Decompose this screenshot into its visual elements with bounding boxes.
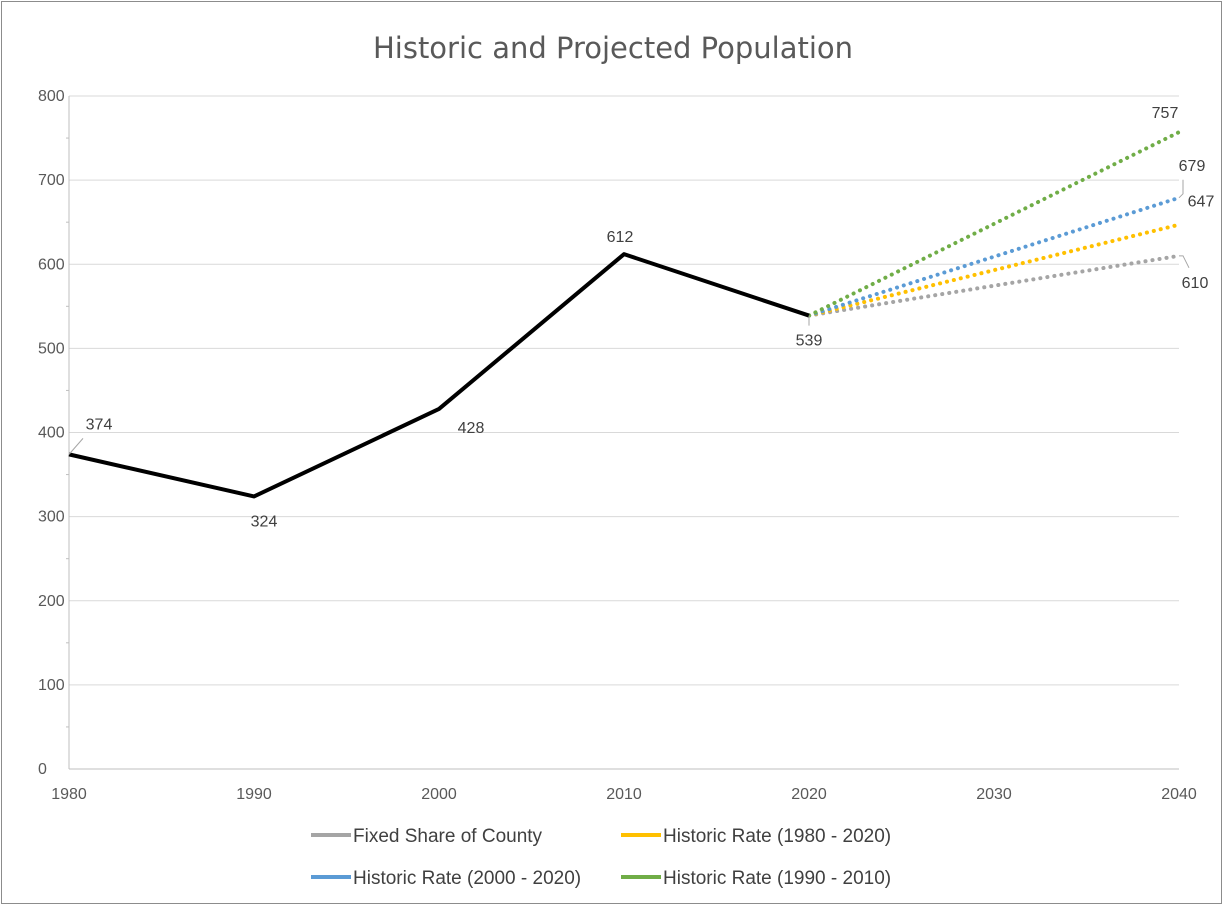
y-tick-300: 300 bbox=[38, 509, 65, 526]
historic-line bbox=[68, 252, 810, 499]
legend-label-3: Historic Rate (1990 - 2010) bbox=[663, 868, 891, 889]
y-tick-200: 200 bbox=[38, 593, 65, 610]
legend-label-2: Historic Rate (2000 - 2020) bbox=[353, 868, 581, 889]
end-label-757: 757 bbox=[1152, 105, 1179, 122]
y-axis-ticks: 0 100 200 300 400 500 600 700 800 bbox=[38, 88, 65, 778]
y-tick-100: 100 bbox=[38, 677, 65, 694]
x-axis-ticks: 1980 1990 2000 2010 2020 2030 2040 bbox=[51, 786, 1197, 803]
y-tick-500: 500 bbox=[38, 340, 65, 357]
data-label-374: 374 bbox=[86, 416, 113, 433]
gridlines bbox=[69, 95, 1179, 686]
x-tick-2030: 2030 bbox=[976, 786, 1012, 803]
x-tick-2040: 2040 bbox=[1161, 786, 1197, 803]
projection-line-2 bbox=[807, 195, 1181, 318]
y-tick-0: 0 bbox=[38, 761, 47, 778]
end-label-679: 679 bbox=[1179, 158, 1206, 175]
data-label-428: 428 bbox=[458, 420, 485, 437]
projection-series bbox=[807, 130, 1181, 318]
data-label-324: 324 bbox=[251, 513, 278, 530]
x-tick-1990: 1990 bbox=[236, 786, 272, 803]
data-label-612: 612 bbox=[607, 229, 634, 246]
y-tick-800: 800 bbox=[38, 88, 65, 105]
legend-label-0: Fixed Share of County bbox=[353, 826, 543, 847]
data-label-539: 539 bbox=[796, 333, 823, 350]
x-tick-2020: 2020 bbox=[791, 786, 827, 803]
x-tick-2010: 2010 bbox=[606, 786, 642, 803]
historic-series bbox=[68, 252, 810, 499]
end-label-647: 647 bbox=[1188, 194, 1215, 211]
y-tick-700: 700 bbox=[38, 172, 65, 189]
y-tick-600: 600 bbox=[38, 256, 65, 273]
legend-label-1: Historic Rate (1980 - 2020) bbox=[663, 826, 891, 847]
axes bbox=[66, 96, 1179, 770]
y-tick-400: 400 bbox=[38, 425, 65, 442]
projection-line-3 bbox=[807, 130, 1181, 318]
x-tick-1980: 1980 bbox=[51, 786, 87, 803]
leader-line bbox=[1179, 255, 1190, 269]
projection-line-0 bbox=[807, 253, 1181, 318]
x-tick-2000: 2000 bbox=[421, 786, 457, 803]
projection-line-1 bbox=[807, 222, 1181, 318]
legend: Fixed Share of County Historic Rate (1980… bbox=[311, 826, 891, 889]
leader-line bbox=[68, 438, 84, 455]
end-label-610: 610 bbox=[1182, 275, 1209, 292]
data-labels: 374 324 428 612 539 610 647 679 757 bbox=[68, 105, 1215, 530]
chart-title: Historic and Projected Population bbox=[373, 31, 853, 65]
leader-line bbox=[1178, 179, 1184, 199]
